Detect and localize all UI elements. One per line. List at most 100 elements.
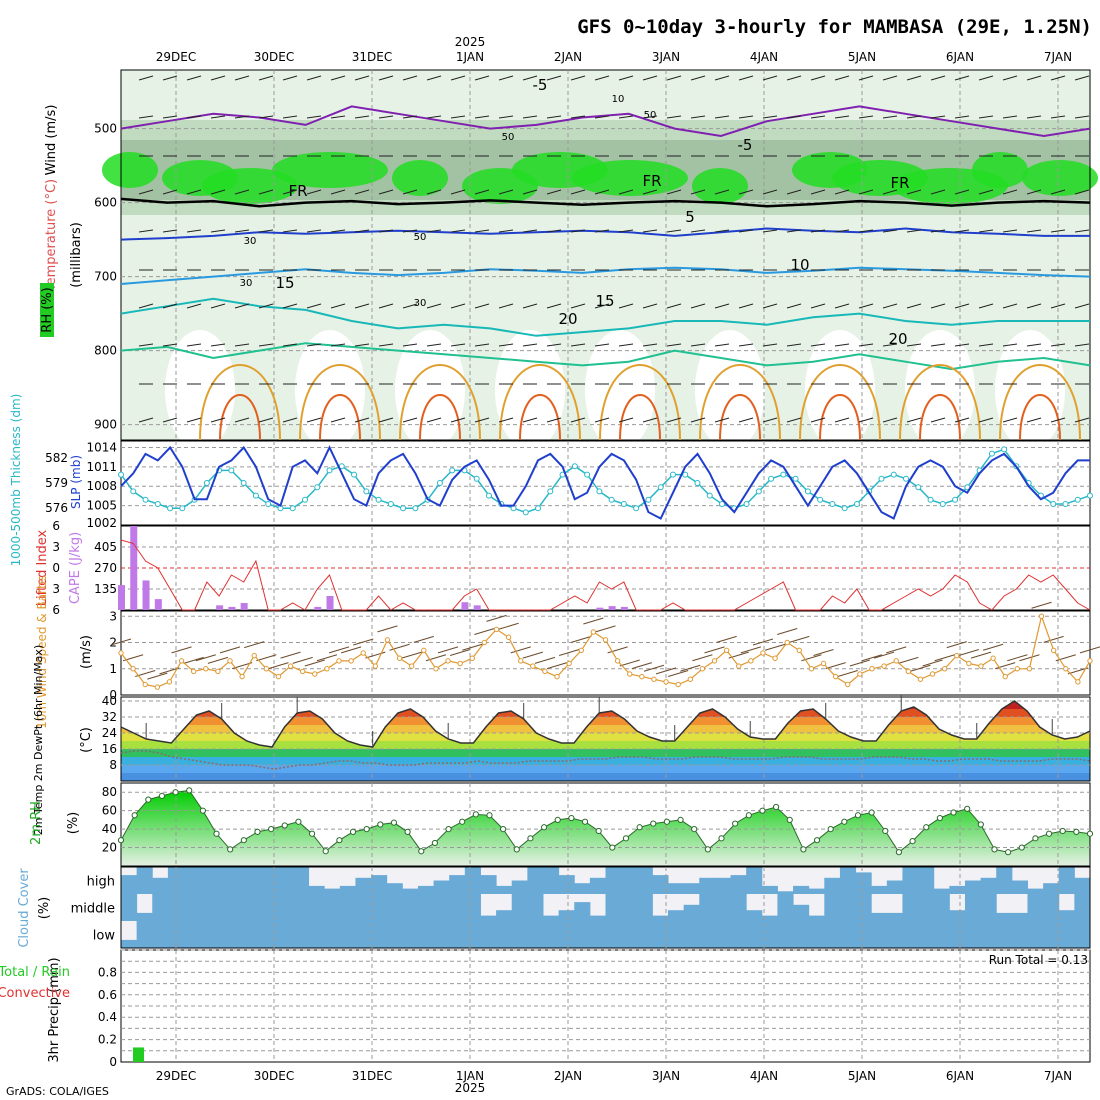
wind-barb (1074, 417, 1090, 423)
rh-moist-area (692, 168, 748, 204)
thickness-marker (927, 496, 934, 503)
rh-marker (172, 789, 179, 796)
temp-tick-label: 32 (102, 710, 117, 724)
wind-barb (714, 189, 730, 195)
cloud-cell (714, 877, 732, 894)
thickness-marker (265, 501, 272, 507)
wind-barb (138, 417, 154, 423)
cloud-cell (121, 939, 138, 948)
upper-wind-axis-label: Wind (m/s) (44, 105, 59, 176)
wind-barb (642, 417, 658, 423)
temp-tick-label: 24 (102, 726, 117, 740)
wind-barb (354, 229, 370, 233)
bottom-date-label: 7JAN (1044, 1069, 1072, 1083)
wind-barb (810, 75, 826, 81)
cloud-cell (855, 894, 872, 921)
wind-barb (210, 75, 226, 81)
wind-barb (282, 229, 298, 233)
cape-lifted-index-panel: 135 270 405 6 3 0 3 6 (52, 519, 1091, 617)
wind-barb (354, 75, 370, 81)
top-date-label: 5JAN (848, 50, 876, 64)
rh-tick-label: 40 (102, 822, 117, 836)
temp-tick-label: 16 (102, 742, 117, 756)
slp-tick-label: 1008 (86, 479, 117, 493)
isotherm-label: 20 (888, 330, 907, 348)
cloud-level-label: middle (71, 902, 115, 917)
wind-barb (786, 189, 802, 195)
isotherm-label: 20 (558, 310, 577, 328)
rh-marker (349, 828, 357, 835)
rh-marker (882, 827, 889, 835)
precip-tick-label: 0.4 (98, 1010, 117, 1024)
isotherm-label: -5 (738, 136, 753, 154)
wind-speed-marker (675, 681, 681, 688)
wind-speed-marker (190, 668, 197, 675)
wind-barb-10m (789, 635, 810, 643)
wind-barb (138, 75, 154, 81)
cloud-cell (308, 921, 325, 948)
pressure-tick-label: 800 (94, 344, 117, 358)
wind-tick-label: 3 (109, 609, 117, 623)
cloud-cell (918, 867, 935, 894)
cloud-cell (152, 894, 169, 921)
cloud-cell (824, 894, 841, 921)
rh-marker (827, 826, 834, 833)
wind-barb (810, 115, 826, 119)
cape-bar (473, 605, 481, 610)
wind-speed-marker (978, 663, 984, 669)
cloud-cell (527, 894, 544, 921)
cloud-cell (652, 915, 669, 921)
wind-speed-marker (372, 663, 379, 669)
precip-tick-label: 0.2 (98, 1033, 117, 1047)
rh-marker (991, 846, 998, 853)
cloud-cell (996, 912, 1013, 921)
wind-barb (210, 229, 226, 233)
rh-marker (527, 835, 534, 842)
cape-bar (608, 606, 616, 610)
wind-barb-10m (292, 656, 313, 664)
rh-marker (718, 835, 725, 842)
cloud-cell (402, 888, 419, 894)
rh-marker (227, 846, 234, 853)
wind-barb (858, 417, 874, 423)
thickness-marker (1001, 446, 1008, 453)
cloud-cell (371, 875, 388, 894)
wind-speed-marker (1050, 647, 1057, 654)
thickness-marker (228, 467, 235, 474)
rh-marker (841, 818, 848, 825)
precip-convective-label: Convective (0, 986, 70, 1001)
wind-barb (1026, 343, 1042, 347)
cloud-cell (652, 921, 669, 948)
wind-barb (738, 229, 754, 233)
cloud-cell (402, 894, 419, 921)
wind-speed-marker (348, 658, 354, 664)
cloud-cell (730, 894, 747, 921)
cape-bar (596, 607, 604, 610)
rh-marker (431, 839, 439, 847)
upper-rh-axis-label: RH (%) (40, 287, 55, 332)
wind-barb (690, 229, 706, 233)
wind-barb (882, 343, 898, 347)
lifted-index-tick-label: 3 (52, 582, 60, 596)
cloud-cell (668, 921, 685, 948)
wind-speed-marker (530, 663, 536, 669)
cape-bar (326, 596, 334, 610)
wind-speed-marker (869, 666, 875, 672)
wind-barb (786, 343, 802, 347)
wind-barb-10m (171, 646, 192, 654)
wind-barb-10m (982, 643, 1004, 651)
wind-barb-10m (522, 651, 543, 659)
wind-barb (978, 75, 994, 81)
isotherm-label: FR (890, 174, 909, 192)
cape-bar (142, 580, 150, 610)
temp-band (121, 717, 1090, 725)
thickness-tick-label: 579 (45, 476, 68, 490)
thickness-marker (608, 496, 615, 503)
wind-barb (474, 417, 490, 423)
wind-barb (666, 417, 682, 423)
thickness-marker (142, 496, 149, 503)
wind-barb (714, 75, 730, 81)
wind-barb (426, 343, 442, 347)
cloud-cell (121, 875, 138, 894)
cloud-cell (199, 921, 216, 948)
